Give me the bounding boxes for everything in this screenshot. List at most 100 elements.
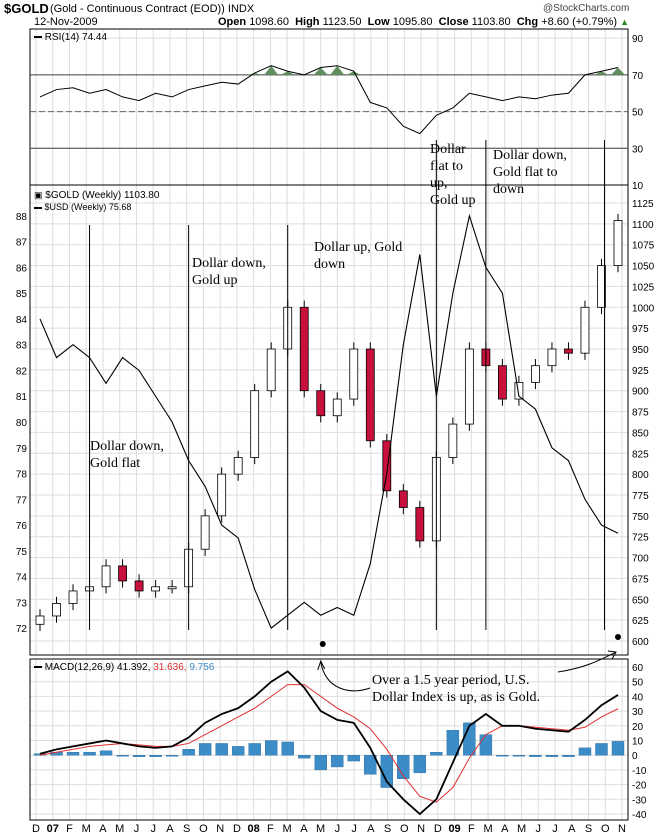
x-tick-label: M	[316, 823, 325, 835]
x-tick-label: M	[483, 823, 492, 835]
x-tick-label: O	[601, 823, 610, 835]
macd-layer	[33, 670, 625, 816]
right-tick-label: 975	[632, 324, 649, 335]
rsi-line	[39, 65, 619, 135]
right-tick-label: 1075	[632, 241, 655, 252]
x-tick-label: J	[134, 823, 140, 835]
gold-candle	[448, 423, 458, 458]
x-tick-label: S	[585, 823, 592, 835]
gold-candle	[514, 381, 524, 400]
macd-hist-bar	[182, 749, 195, 756]
chg-value: +8.60 (+0.79%)	[541, 16, 618, 28]
right-tick-label: 1050	[632, 262, 655, 273]
macd-tick-label: 40	[632, 692, 644, 703]
usd-line	[39, 213, 619, 629]
gold-candle	[151, 586, 161, 592]
open-label: Open	[218, 16, 247, 28]
right-tick-label: 1000	[632, 303, 655, 314]
gold-candle	[52, 603, 61, 617]
ohlc-row: Open 1098.60 High 1123.50 Low 1095.80 Cl…	[218, 16, 629, 28]
macd-hist-bar	[265, 740, 278, 756]
annotation-line: Gold flat to	[493, 165, 558, 180]
left-tick-label: 86	[16, 263, 28, 274]
macd-hist-bar	[529, 755, 542, 757]
annotation-dollar-down-gold-flat: Dollar down, Gold flat	[90, 438, 164, 472]
left-tick-label: 88	[16, 212, 28, 223]
gold-candle	[597, 265, 606, 308]
usd-legend: $USD (Weekly) 75.68	[34, 202, 131, 212]
annotation-line: flat to	[430, 159, 464, 174]
right-tick-label: 800	[632, 470, 649, 481]
x-tick-label: A	[99, 823, 107, 835]
x-tick-label: A	[568, 823, 576, 835]
annotation-dollar-up-gold-down: Dollar up, Gold down	[314, 239, 402, 273]
macd-tick-label: 30	[632, 707, 644, 718]
rsi-tick-label: 10	[632, 181, 644, 192]
close-label: Close	[438, 16, 469, 28]
gold-candle	[547, 348, 557, 367]
macd-line	[39, 670, 619, 816]
macd-hist-bar	[215, 743, 228, 756]
frame-layer	[29, 28, 629, 821]
gold-candle	[118, 565, 127, 582]
watermark: @StockCharts.com	[543, 3, 630, 14]
x-tick-label: J	[552, 823, 558, 835]
x-tick-label: F	[468, 823, 475, 835]
left-tick-label: 83	[16, 341, 28, 352]
usd-legend-text: $USD (Weekly) 75.68	[44, 202, 132, 212]
up-arrow-icon: ▲	[620, 17, 630, 27]
chart-date: 12-Nov-2009	[34, 16, 98, 28]
gold-candle	[365, 348, 375, 442]
right-tick-label: 825	[632, 449, 649, 460]
gold-candle	[68, 590, 78, 604]
macd-legend-swatch-icon	[34, 666, 42, 669]
x-tick-label: A	[300, 823, 308, 835]
right-tick-label: 700	[632, 554, 649, 565]
annotation-line: Dollar down,	[90, 439, 164, 454]
left-tick-label: 74	[16, 573, 28, 584]
tick-layer: D 07 F M A M J J A S O N D 08 F M A M J J A S O N D 09 F M A M J J A S O N9…	[16, 34, 655, 835]
gold-candle	[564, 348, 573, 354]
x-tick-label: A	[501, 823, 509, 835]
marker-dot	[615, 634, 621, 640]
rsi-layer	[30, 65, 628, 149]
annotation-line: Gold flat	[90, 456, 141, 471]
rsi-overbought-fill	[247, 65, 625, 75]
annotation-line: down	[493, 182, 525, 197]
annotation-dollar-down-gold-up: Dollar down, Gold up	[192, 255, 266, 289]
rsi-tick-label: 90	[632, 34, 644, 45]
right-tick-label: 650	[632, 595, 649, 606]
x-tick-label: 09	[448, 823, 460, 835]
macd-hist-bar	[595, 743, 608, 756]
macd-hist-bar	[231, 746, 245, 756]
left-tick-label: 76	[16, 521, 28, 532]
chart-description: (Gold - Continuous Contract (EOD)) INDX	[50, 3, 255, 15]
x-tick-label: M	[115, 823, 124, 835]
gold-candle	[134, 580, 144, 592]
macd-hist-bar	[281, 741, 294, 756]
gold-candle	[250, 390, 260, 458]
rsi-legend-text: RSI(14) 74.44	[44, 32, 108, 43]
x-tick-label: D	[434, 823, 442, 835]
x-tick-label: 08	[248, 823, 260, 835]
x-tick-label: S	[183, 823, 190, 835]
x-tick-label: D	[32, 823, 40, 835]
x-tick-label: N	[216, 823, 224, 835]
macd-tick-label: 50	[632, 678, 644, 689]
right-tick-label: 850	[632, 428, 649, 439]
usd-legend-swatch-icon	[34, 206, 42, 209]
rsi-legend: RSI(14) 74.44	[34, 32, 107, 43]
marker-dot	[319, 641, 326, 647]
left-tick-label: 72	[16, 624, 28, 635]
gold-candle	[398, 490, 408, 508]
arrow-left-icon	[320, 661, 371, 692]
gold-legend-icon: ▣	[34, 190, 43, 200]
right-tick-label: 875	[632, 408, 649, 419]
rsi-tick-label: 30	[632, 144, 644, 155]
macd-hist-bar	[512, 755, 526, 757]
right-tick-label: 1025	[632, 282, 655, 293]
gold-candle	[464, 348, 474, 425]
left-tick-label: 75	[16, 547, 28, 558]
annotation-line: Dollar	[430, 142, 466, 157]
arrow-right-icon	[557, 651, 617, 673]
